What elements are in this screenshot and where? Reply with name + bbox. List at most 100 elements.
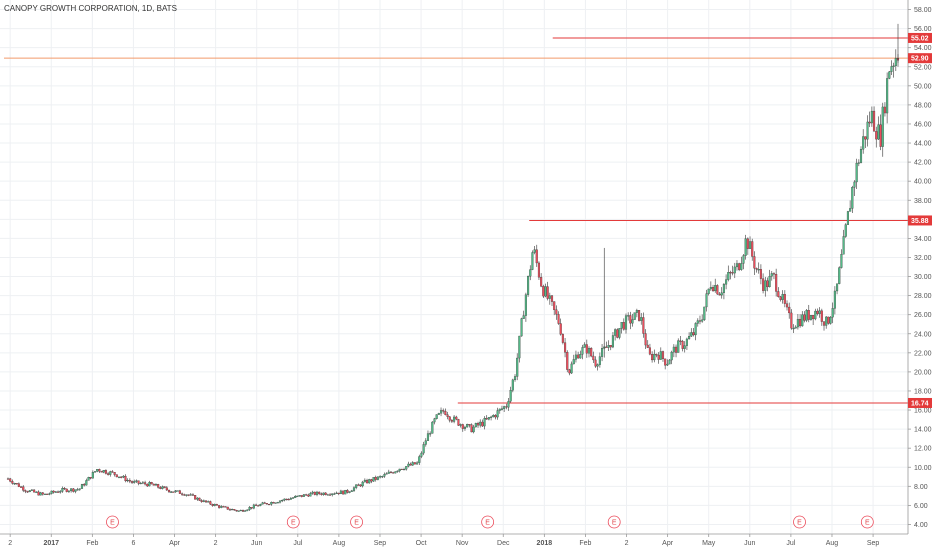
candle-body [570, 363, 573, 374]
candle-body [679, 340, 682, 342]
candle-body [80, 484, 84, 489]
price-tag-label: 55.02 [911, 35, 929, 42]
candle-body [494, 415, 497, 418]
candle-body [690, 332, 693, 337]
candle-body [879, 124, 882, 147]
x-tick-label: Feb [579, 540, 591, 547]
candle-body [150, 482, 153, 485]
candle-body [466, 424, 469, 428]
candle-body [39, 492, 42, 496]
candle-body [768, 276, 771, 288]
candle-body [868, 121, 871, 124]
candle-body [405, 466, 408, 470]
candle-body [409, 463, 412, 466]
y-tick-label: 46.00 [914, 121, 932, 128]
candle-body [374, 477, 377, 480]
candle-body [424, 440, 427, 445]
candle-body [298, 495, 301, 497]
candle-body [453, 416, 456, 422]
candle-body [194, 495, 197, 500]
candle-body [248, 507, 251, 510]
candle-body [17, 483, 20, 487]
candle-body [87, 477, 90, 481]
candle-body [176, 490, 179, 492]
candle-body [609, 345, 612, 348]
y-tick-label: 20.00 [914, 369, 932, 376]
candle-body [392, 472, 395, 474]
x-tick-label: Feb [86, 540, 98, 547]
candle-body [705, 293, 708, 308]
candle-body [825, 316, 828, 326]
candle-body [252, 504, 255, 509]
candle-body [594, 359, 597, 367]
candle-body [788, 306, 791, 314]
y-tick-label: 40.00 [914, 179, 932, 186]
candle-body [500, 408, 504, 410]
candle-body [550, 295, 554, 302]
candle-body [601, 348, 604, 357]
price-tag [908, 53, 932, 64]
earnings-marker-label: E [110, 520, 115, 527]
candle-body [481, 421, 484, 427]
candle-body [555, 309, 558, 315]
candle-body [598, 356, 601, 365]
earnings-marker-label: E [612, 520, 617, 527]
candle-body [181, 493, 184, 495]
candle-body [746, 238, 749, 249]
candle-body [661, 351, 665, 360]
candle-body [402, 469, 406, 471]
candle-body [890, 66, 893, 72]
candle-body [276, 502, 279, 504]
candle-body [448, 416, 451, 421]
candle-body [511, 379, 514, 391]
candle-body [202, 500, 205, 502]
candle-body [268, 503, 271, 506]
candle-body [696, 320, 699, 324]
candle-body [337, 492, 340, 495]
candle-body [72, 488, 75, 492]
candle-body [496, 410, 499, 418]
y-axis: 4.00 6.00 8.00 10.00 12.00 14.00 16.00 18.00 20.… [907, 0, 932, 534]
candle-body [96, 469, 99, 472]
candle-body [587, 348, 591, 354]
candle-body [261, 502, 264, 505]
candle-body [672, 346, 675, 353]
candle-body [70, 488, 73, 492]
candle-body [881, 106, 884, 147]
earnings-marker-label: E [865, 520, 870, 527]
candle-body [355, 484, 358, 488]
candle-body [579, 354, 582, 359]
candle-body [91, 472, 94, 479]
candle-body [727, 272, 730, 280]
candle-body [363, 479, 366, 483]
candle-body [89, 477, 92, 479]
candle-body [196, 497, 199, 500]
y-tick-label: 50.00 [914, 83, 932, 90]
candle-body [483, 418, 486, 427]
candle-body [400, 468, 403, 470]
candle-body [294, 496, 297, 498]
candle-body [370, 479, 373, 482]
x-tick-label: Aug [333, 540, 346, 547]
candle-body [450, 420, 453, 422]
candle-body [372, 477, 375, 482]
candle-body [566, 352, 569, 370]
candle-body [296, 495, 299, 497]
y-tick-label: 22.00 [914, 350, 932, 357]
candle-body [387, 471, 390, 474]
candle-body [209, 501, 212, 505]
candle-body [635, 310, 638, 313]
y-tick-label: 24.00 [914, 331, 932, 338]
candle-body [191, 494, 195, 496]
candle-body [794, 326, 797, 329]
candle-body [122, 475, 125, 478]
earnings-marker-label: E [485, 520, 490, 527]
y-tick-label: 6.00 [914, 503, 928, 510]
candle-body [844, 224, 847, 237]
candle-body [801, 314, 804, 327]
candle-body [274, 502, 277, 504]
candle-body [348, 491, 351, 493]
price-tag [908, 215, 932, 226]
candle-body [542, 286, 545, 297]
